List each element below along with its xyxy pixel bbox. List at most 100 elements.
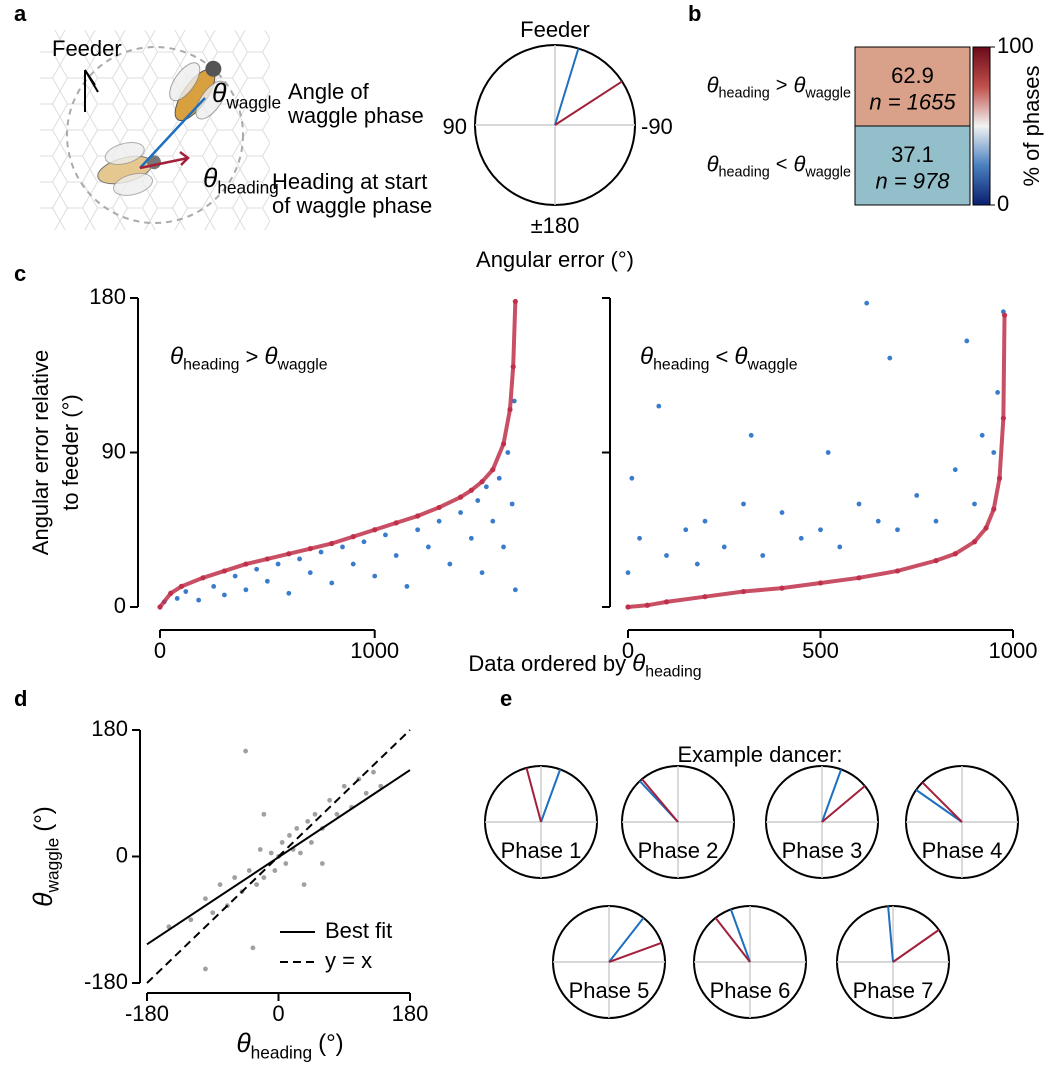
y-tick-label: -180 bbox=[84, 969, 128, 994]
waggle-point bbox=[505, 450, 511, 455]
waggle-point bbox=[329, 580, 335, 586]
point bbox=[341, 783, 347, 789]
waggle-point bbox=[232, 573, 238, 579]
point bbox=[363, 790, 369, 796]
angle-line bbox=[821, 769, 843, 823]
waggle-point bbox=[183, 589, 189, 594]
legend-label: y = x bbox=[325, 948, 372, 973]
waggle-point bbox=[404, 584, 410, 589]
phase-label: Phase 4 bbox=[922, 838, 1003, 863]
heading-desc: of waggle phase bbox=[272, 193, 432, 218]
waggle-point bbox=[972, 501, 977, 507]
text-part: θ bbox=[707, 151, 719, 176]
colorbar-label: % of phases bbox=[1019, 65, 1044, 186]
point bbox=[312, 811, 318, 817]
point bbox=[378, 783, 384, 789]
angle-line bbox=[729, 909, 751, 963]
text-part: θ bbox=[212, 78, 227, 108]
waggle-point bbox=[798, 535, 804, 541]
x-axis-title: Data ordered by θheading bbox=[468, 650, 701, 680]
point bbox=[371, 769, 376, 775]
waggle-point bbox=[694, 561, 700, 567]
waggle-point bbox=[779, 510, 785, 515]
point bbox=[283, 861, 289, 866]
waggle-point bbox=[447, 561, 453, 567]
y-axis-title: to feeder (°) bbox=[58, 394, 83, 510]
x-tick-label: 0 bbox=[272, 1001, 284, 1026]
x-axis-title: θheading (°) bbox=[236, 1028, 343, 1062]
y-tick-label: 180 bbox=[91, 716, 128, 741]
text-part: heading bbox=[719, 164, 770, 180]
waggle-point bbox=[393, 553, 399, 558]
x-tick-label: 1000 bbox=[989, 638, 1038, 663]
y-tick-label: 0 bbox=[114, 593, 126, 618]
waggle-point bbox=[307, 570, 313, 576]
waggle-point bbox=[702, 518, 708, 524]
waggle-point bbox=[350, 561, 356, 567]
y-axis-title: θwaggle (°) bbox=[28, 806, 62, 907]
waggle-point bbox=[875, 518, 881, 524]
fit-line bbox=[146, 769, 411, 946]
text-part: < bbox=[776, 154, 788, 176]
panel-label: e bbox=[500, 686, 512, 711]
waggle-point bbox=[856, 501, 862, 507]
angle-line bbox=[921, 781, 963, 823]
waggle-point bbox=[991, 450, 997, 455]
compass-title: Feeder bbox=[520, 17, 590, 42]
text-part: (°) bbox=[30, 806, 57, 832]
waggle-point bbox=[979, 432, 985, 438]
point bbox=[287, 833, 292, 838]
point bbox=[327, 797, 333, 803]
text-part: heading bbox=[645, 664, 701, 681]
waggle-point bbox=[425, 544, 431, 550]
x-tick-label: -180 bbox=[125, 1001, 169, 1026]
text-part: θ bbox=[640, 343, 653, 370]
phase-label: Phase 2 bbox=[638, 838, 719, 863]
angle-line bbox=[554, 48, 580, 126]
point bbox=[261, 811, 267, 817]
x-tick-label: 1000 bbox=[350, 638, 399, 663]
waggle-point bbox=[818, 527, 823, 533]
legend-label: Best fit bbox=[325, 918, 392, 943]
point bbox=[257, 847, 263, 852]
point bbox=[188, 917, 194, 923]
bee-waggle bbox=[169, 60, 227, 122]
panel-e-title: Example dancer: bbox=[677, 742, 842, 767]
angle-line bbox=[554, 80, 623, 126]
angle-line bbox=[821, 785, 866, 823]
heading-curve bbox=[158, 301, 518, 609]
text-part: waggle bbox=[225, 92, 281, 112]
y-tick-label: 0 bbox=[116, 842, 128, 867]
angle-line bbox=[887, 906, 894, 963]
waggle-point bbox=[211, 584, 217, 589]
point bbox=[203, 966, 208, 972]
heading-curve bbox=[627, 315, 1007, 609]
waggle-point bbox=[509, 501, 515, 507]
point bbox=[246, 868, 252, 873]
text-part: (°) bbox=[318, 1030, 344, 1057]
waggle-point bbox=[512, 587, 518, 593]
waggle-point bbox=[286, 590, 292, 596]
waggle-desc: Angle of bbox=[288, 79, 370, 104]
text-part: waggle bbox=[804, 85, 851, 101]
waggle-point bbox=[637, 535, 642, 541]
waggle-arrow bbox=[139, 97, 206, 169]
waggle-point bbox=[629, 475, 635, 481]
angle-line bbox=[641, 778, 679, 823]
x-tick-label: 0 bbox=[622, 638, 634, 663]
text-part: heading bbox=[251, 1042, 312, 1062]
waggle-point bbox=[436, 518, 442, 524]
angle-line bbox=[608, 917, 645, 963]
waggle-point bbox=[933, 518, 939, 524]
compass-label: 90 bbox=[443, 114, 467, 139]
text-part: θ bbox=[734, 343, 747, 370]
waggle-point bbox=[864, 300, 870, 306]
text-part: waggle bbox=[804, 164, 851, 180]
point bbox=[305, 818, 311, 824]
text-part: θ bbox=[793, 72, 805, 97]
waggle-point bbox=[683, 527, 689, 533]
waggle-point bbox=[490, 518, 496, 524]
text-part: θ bbox=[28, 892, 58, 907]
text-part: < bbox=[715, 344, 728, 369]
